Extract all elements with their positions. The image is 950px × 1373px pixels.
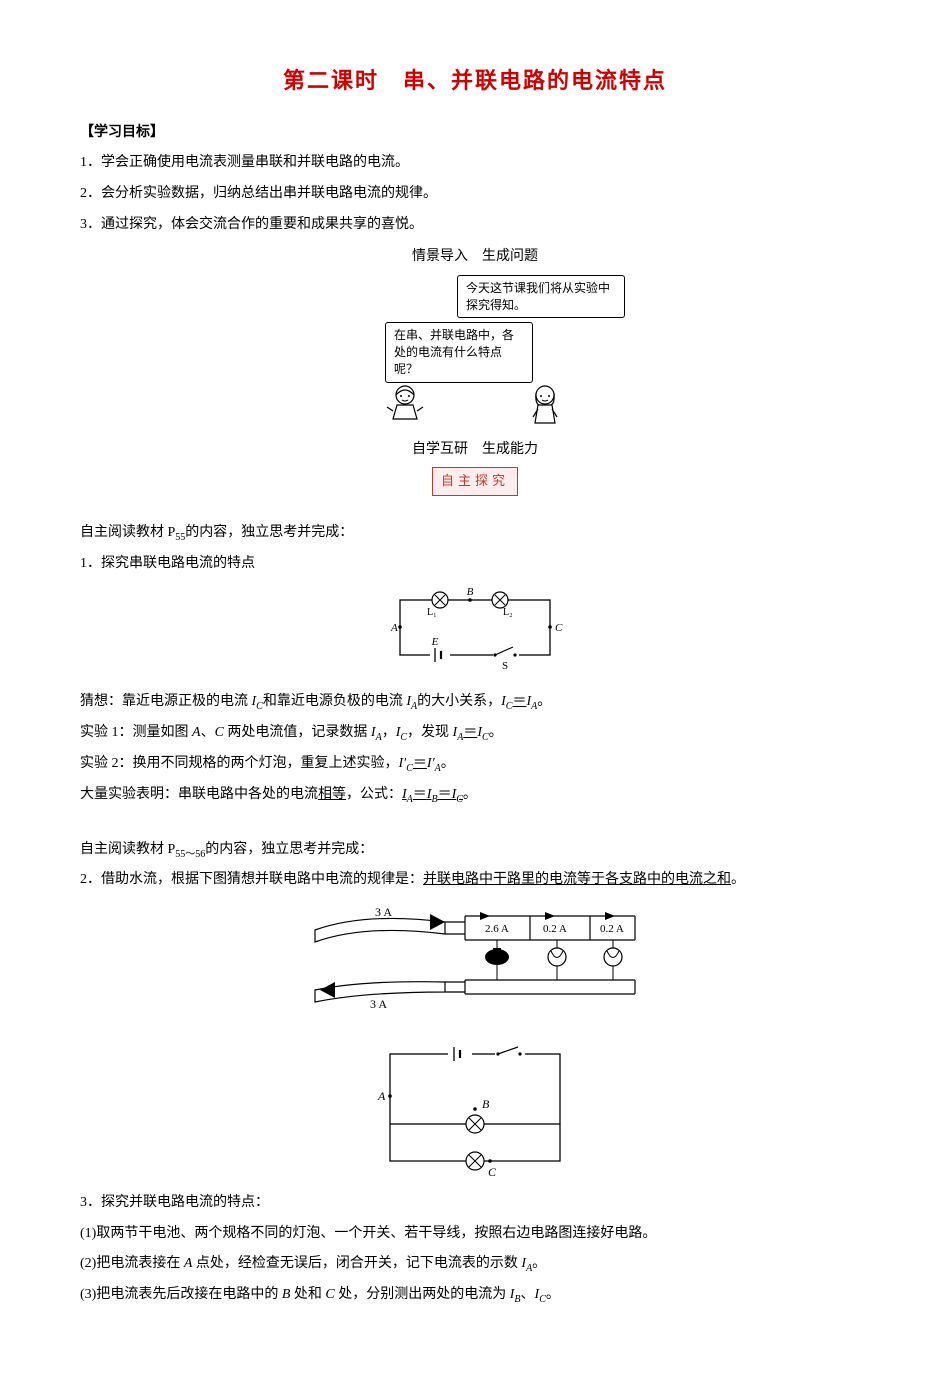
item-3: 3．探究并联电路电流的特点：: [80, 1190, 870, 1217]
scene-header: 情景导入 生成问题: [80, 244, 870, 271]
experiment-1: 实验 1：测量如图 A、C 两处电流值，记录数据 IA，IC，发现 IA＝IC。: [80, 720, 870, 747]
page-title: 第二课时 串、并联电路的电流特点: [80, 60, 870, 102]
student-girl-icon: [525, 383, 565, 427]
study-badge: 自主探究: [432, 467, 518, 496]
step-2: (2)把电流表接在 A 点处，经检查无误后，闭合开关，记下电流表的示数 IA。: [80, 1251, 870, 1278]
step-1: (1)取两节干电池、两个规格不同的灯泡、一个开关、若干导线，按照右边电路图连接好…: [80, 1221, 870, 1248]
speech-bubble-left: 在串、并联电路中，各处的电流有什么特点呢？: [385, 322, 533, 382]
speech-bubble-right: 今天这节课我们将从实验中探究得知。: [457, 275, 625, 319]
svg-text:A: A: [390, 622, 398, 634]
experiment-2: 实验 2：换用不同规格的两个灯泡，重复上述实验，I′C＝I′A。: [80, 751, 870, 778]
series-conclusion: 大量实验表明：串联电路中各处的电流相等，公式：IA＝IB＝IC。: [80, 782, 870, 809]
dialogue-box: 今天这节课我们将从实验中探究得知。 在串、并联电路中，各处的电流有什么特点呢？: [325, 275, 625, 427]
item-2: 2．借助水流，根据下图猜想并联电路中电流的规律是：并联电路中干路里的电流等于各支…: [80, 867, 870, 894]
svg-text:L₂: L₂: [503, 607, 513, 618]
water-analogy-diagram: 3 A 2.6 A 0.2 A 0.2 A: [80, 902, 870, 1022]
svg-text:0.2 A: 0.2 A: [543, 923, 567, 935]
guess-line: 猜想：靠近电源正极的电流 IC和靠近电源负极的电流 IA的大小关系，IC＝IA。: [80, 689, 870, 716]
parallel-circuit-diagram: A B C: [80, 1036, 870, 1176]
svg-text:3 A: 3 A: [375, 905, 392, 919]
svg-text:3 A: 3 A: [370, 997, 387, 1011]
study-header: 自学互研 生成能力: [80, 437, 870, 464]
goal-2: 2．会分析实验数据，归纳总结出串并联电路电流的规律。: [80, 181, 870, 208]
step-3: (3)把电流表先后改接在电路中的 B 处和 C 处，分别测出两处的电流为 IB、…: [80, 1282, 870, 1309]
svg-text:B: B: [482, 1097, 490, 1111]
item-1: 1．探究串联电路电流的特点: [80, 551, 870, 578]
reading-instruction-1: 自主阅读教材 P55的内容，独立思考并完成：: [80, 520, 870, 547]
svg-text:2.6 A: 2.6 A: [485, 923, 509, 935]
series-circuit-diagram: B L₁ L₂ A C E S: [80, 585, 870, 675]
svg-text:S: S: [502, 660, 508, 672]
svg-text:C: C: [488, 1165, 497, 1176]
goal-3: 3．通过探究，体会交流合作的重要和成果共享的喜悦。: [80, 212, 870, 239]
svg-text:E: E: [431, 636, 439, 648]
student-boy-icon: [385, 383, 425, 427]
svg-text:A: A: [377, 1089, 386, 1103]
svg-text:0.2 A: 0.2 A: [600, 923, 624, 935]
svg-text:C: C: [555, 622, 563, 634]
svg-text:L₁: L₁: [427, 607, 437, 618]
svg-text:B: B: [467, 586, 474, 598]
section-label: 【学习目标】: [80, 120, 870, 147]
reading-instruction-2: 自主阅读教材 P55～56的内容，独立思考并完成：: [80, 837, 870, 864]
goal-1: 1．学会正确使用电流表测量串联和并联电路的电流。: [80, 150, 870, 177]
